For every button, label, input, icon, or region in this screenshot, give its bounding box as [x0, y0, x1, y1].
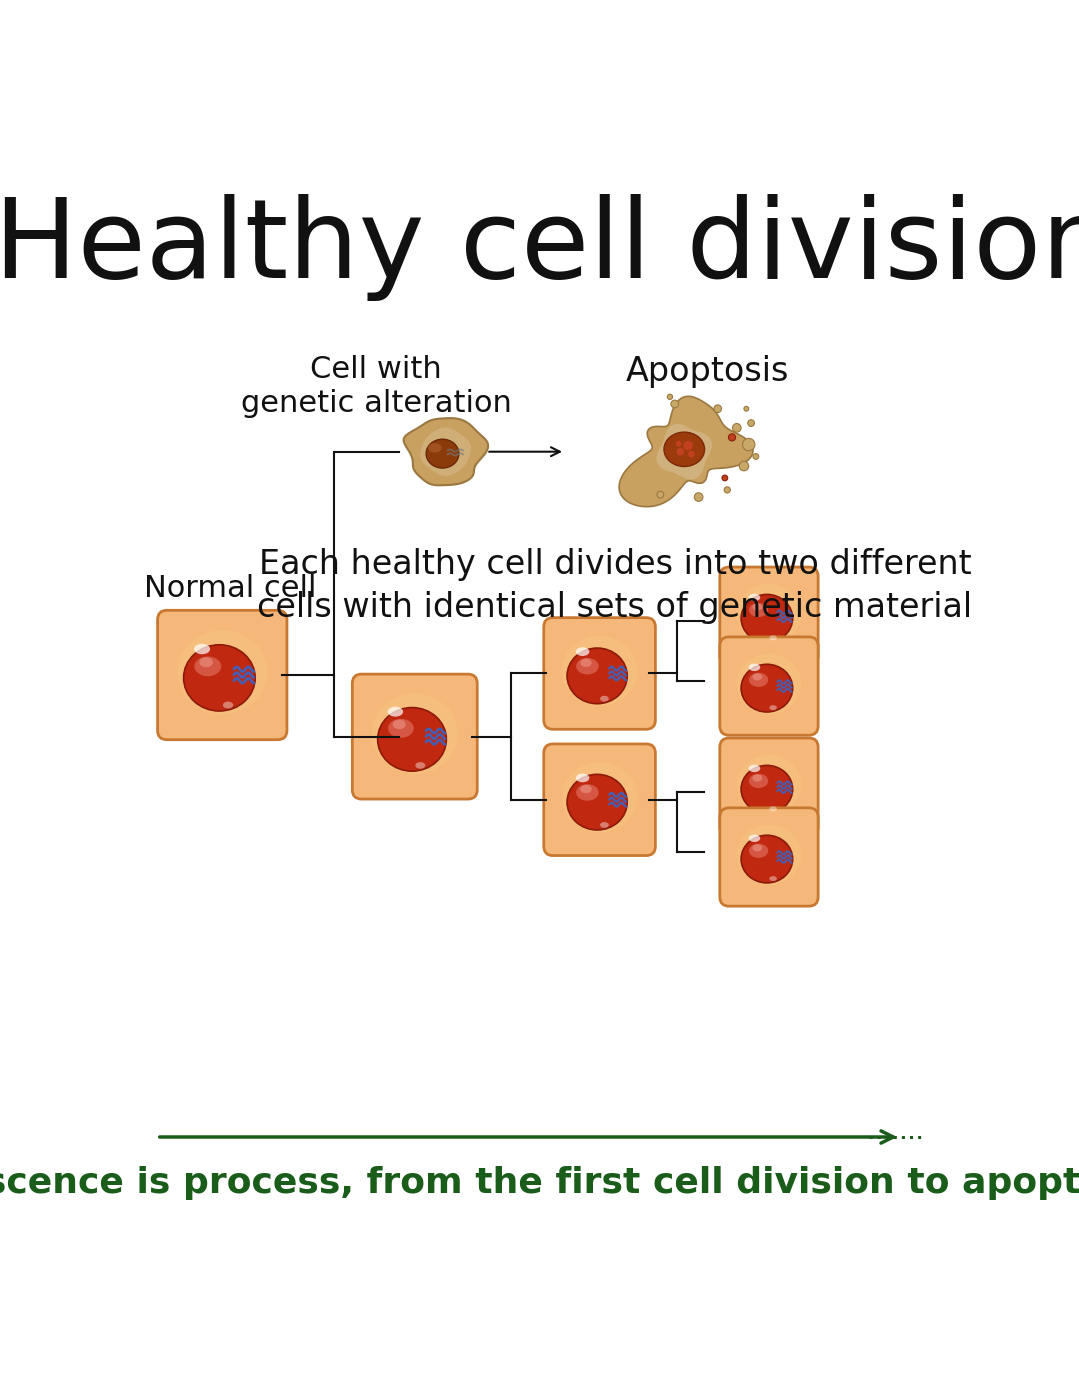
Ellipse shape — [664, 432, 705, 467]
Circle shape — [728, 434, 736, 441]
Ellipse shape — [749, 663, 761, 671]
Ellipse shape — [223, 702, 233, 709]
Ellipse shape — [749, 844, 768, 858]
Ellipse shape — [769, 876, 777, 881]
Ellipse shape — [576, 648, 589, 656]
Ellipse shape — [393, 720, 406, 730]
Ellipse shape — [562, 635, 638, 706]
Ellipse shape — [194, 644, 210, 655]
Ellipse shape — [749, 765, 761, 773]
Ellipse shape — [749, 834, 761, 842]
Circle shape — [724, 486, 730, 493]
Ellipse shape — [737, 584, 802, 645]
Circle shape — [742, 438, 755, 450]
Circle shape — [694, 493, 702, 502]
Ellipse shape — [749, 603, 768, 617]
Ellipse shape — [741, 835, 793, 883]
FancyBboxPatch shape — [544, 617, 655, 730]
Ellipse shape — [568, 774, 627, 830]
Ellipse shape — [752, 673, 762, 681]
Circle shape — [688, 450, 695, 457]
Ellipse shape — [178, 630, 267, 714]
Ellipse shape — [741, 595, 793, 642]
Circle shape — [743, 406, 749, 411]
Ellipse shape — [200, 657, 213, 667]
Text: Healthy cell division: Healthy cell division — [0, 193, 1079, 300]
Ellipse shape — [741, 766, 793, 813]
Circle shape — [675, 441, 682, 446]
Circle shape — [753, 453, 759, 459]
Ellipse shape — [600, 696, 609, 702]
Ellipse shape — [737, 653, 802, 714]
Ellipse shape — [741, 664, 793, 712]
Circle shape — [667, 395, 672, 399]
Circle shape — [748, 420, 754, 427]
FancyBboxPatch shape — [158, 610, 287, 739]
Polygon shape — [404, 418, 488, 485]
Ellipse shape — [749, 594, 761, 602]
Ellipse shape — [576, 784, 599, 801]
Polygon shape — [420, 428, 470, 475]
Text: Senescence is process, from the first cell division to apoptosis: Senescence is process, from the first ce… — [0, 1166, 1079, 1200]
Ellipse shape — [194, 656, 221, 676]
Ellipse shape — [737, 755, 802, 815]
FancyBboxPatch shape — [720, 738, 818, 837]
Ellipse shape — [426, 439, 459, 468]
Ellipse shape — [600, 821, 609, 828]
Ellipse shape — [378, 708, 447, 771]
Ellipse shape — [581, 785, 591, 794]
Ellipse shape — [752, 774, 762, 781]
Ellipse shape — [562, 762, 638, 833]
Circle shape — [733, 424, 741, 432]
Ellipse shape — [737, 824, 802, 885]
Ellipse shape — [428, 443, 441, 453]
Polygon shape — [656, 424, 712, 480]
Text: Each healthy cell divides into two different
cells with identical sets of geneti: Each healthy cell divides into two diffe… — [258, 548, 972, 624]
Ellipse shape — [568, 648, 627, 703]
Text: Apoptosis: Apoptosis — [626, 356, 789, 388]
Ellipse shape — [183, 645, 256, 712]
Ellipse shape — [415, 762, 425, 769]
Ellipse shape — [749, 774, 768, 788]
Polygon shape — [619, 396, 753, 507]
Ellipse shape — [387, 706, 404, 717]
Ellipse shape — [769, 635, 777, 641]
Ellipse shape — [749, 673, 768, 687]
FancyBboxPatch shape — [353, 674, 477, 799]
Ellipse shape — [769, 806, 777, 812]
Text: Normal cell: Normal cell — [144, 574, 316, 603]
Circle shape — [739, 461, 749, 471]
Circle shape — [671, 400, 679, 407]
Circle shape — [722, 475, 727, 481]
Circle shape — [683, 441, 693, 450]
Ellipse shape — [581, 659, 591, 667]
Ellipse shape — [752, 603, 762, 610]
Circle shape — [677, 448, 684, 456]
FancyBboxPatch shape — [720, 567, 818, 666]
Text: Cell with
genetic alteration: Cell with genetic alteration — [241, 356, 511, 418]
Ellipse shape — [388, 719, 414, 738]
FancyBboxPatch shape — [720, 637, 818, 735]
Circle shape — [714, 404, 722, 413]
Ellipse shape — [576, 657, 599, 674]
FancyBboxPatch shape — [720, 808, 818, 906]
Ellipse shape — [576, 774, 589, 783]
FancyBboxPatch shape — [544, 744, 655, 856]
Ellipse shape — [752, 844, 762, 852]
Ellipse shape — [372, 694, 457, 774]
Ellipse shape — [769, 705, 777, 710]
Circle shape — [657, 491, 664, 498]
